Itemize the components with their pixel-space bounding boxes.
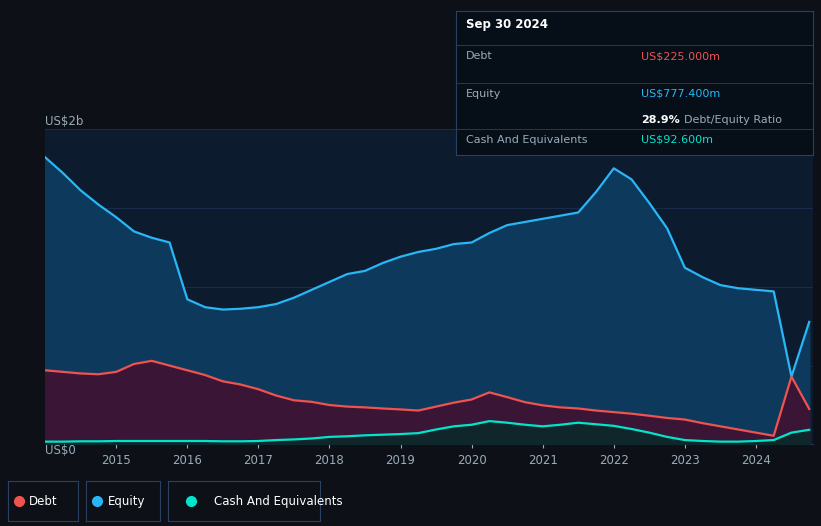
- Text: Equity: Equity: [466, 88, 502, 99]
- Text: US$2b: US$2b: [45, 115, 84, 128]
- Text: Sep 30 2024: Sep 30 2024: [466, 18, 548, 31]
- Text: Debt: Debt: [30, 494, 57, 508]
- Text: Debt/Equity Ratio: Debt/Equity Ratio: [684, 115, 782, 125]
- Text: US$0: US$0: [45, 444, 76, 458]
- Text: 28.9%: 28.9%: [641, 115, 680, 125]
- Text: US$777.400m: US$777.400m: [641, 88, 721, 99]
- Text: US$225.000m: US$225.000m: [641, 51, 720, 61]
- Text: Equity: Equity: [108, 494, 146, 508]
- Text: Cash And Equivalents: Cash And Equivalents: [213, 494, 342, 508]
- Text: Cash And Equivalents: Cash And Equivalents: [466, 135, 588, 145]
- Text: US$92.600m: US$92.600m: [641, 135, 713, 145]
- Text: Debt: Debt: [466, 51, 493, 61]
